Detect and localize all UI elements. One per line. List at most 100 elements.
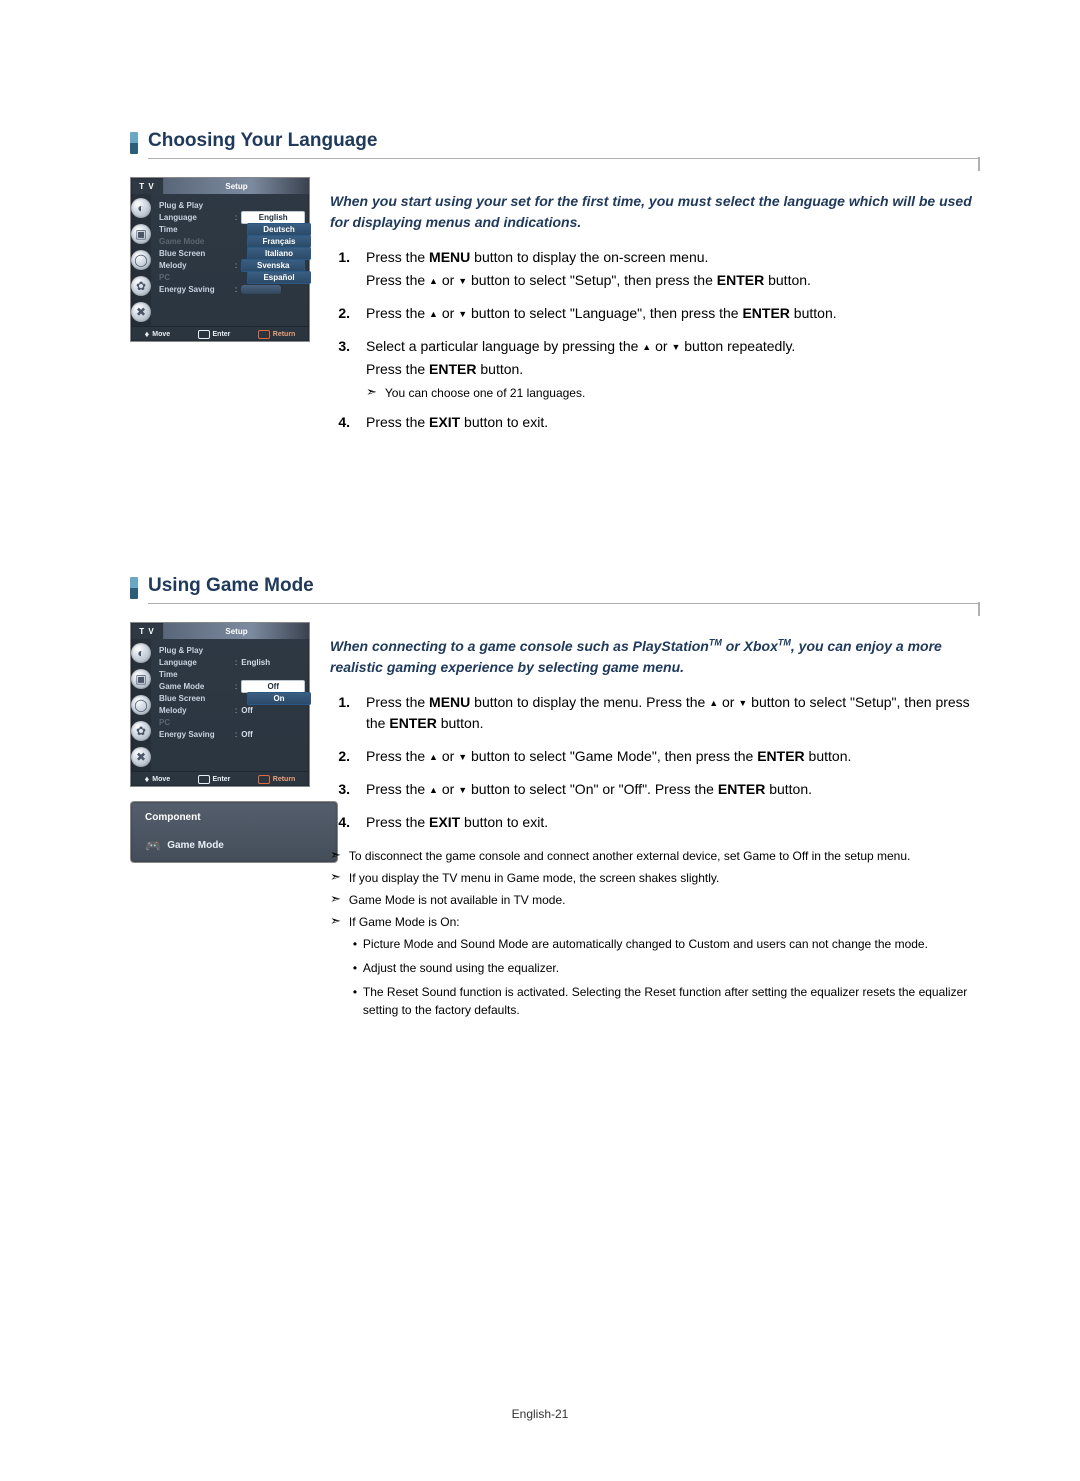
note: ➣ Game Mode is not available in TV mode. [330, 891, 980, 909]
setup-icon: ✿ [131, 276, 151, 296]
step-num: 4. [330, 812, 350, 835]
osd-banner: Setup [163, 623, 309, 639]
osd-footer: ♦Move Enter Return [131, 771, 309, 786]
heading-text: Using Game Mode [148, 575, 980, 597]
heading-accent-bar [130, 132, 138, 154]
section-rule [148, 603, 980, 604]
note: ➣ You can choose one of 21 languages. [366, 384, 980, 402]
steps-list: 1. Press the MENU button to display the … [330, 247, 980, 435]
input-icon: ✖ [131, 747, 151, 767]
note-arrow-icon: ➣ [330, 869, 341, 885]
osd-option: Deutsch [247, 223, 311, 236]
osd-option-selected: Off [241, 680, 305, 693]
osd-value: Off [241, 730, 311, 739]
gamepad-icon: 🎮 [145, 839, 161, 852]
return-key-icon [258, 330, 270, 339]
heading-accent-bar [130, 577, 138, 599]
manual-page: Choosing Your Language T V Setup ◐ ▣ ◯ ✿ [0, 0, 1080, 1481]
note: ➣ If you display the TV menu in Game mod… [330, 869, 980, 887]
move-icon: ♦ [145, 775, 150, 784]
section-heading-language: Choosing Your Language [130, 130, 980, 159]
step-num: 2. [330, 303, 350, 326]
osd-setup-language: T V Setup ◐ ▣ ◯ ✿ ✖ Plug & Play Language… [130, 177, 310, 342]
osd-item-dim: Game Mode [159, 237, 231, 246]
input-icon: ✖ [131, 302, 151, 322]
osd-item: Language [159, 213, 231, 222]
step-text: Press the ▲ or ▼ button to select "Game … [366, 746, 980, 767]
section-heading-gamemode: Using Game Mode [130, 575, 980, 604]
osd-tv-label: T V [131, 623, 163, 639]
step-text: Press the MENU button to display the on-… [366, 247, 980, 268]
osd-menu: Plug & Play Language:English Time Game M… [151, 639, 319, 771]
step-text: Press the EXIT button to exit. [366, 812, 980, 833]
bullet-item: Adjust the sound using the equalizer. [353, 959, 980, 977]
channel-icon: ◯ [131, 695, 151, 715]
osd-value: English [241, 658, 311, 667]
osd-option: Svenska [241, 259, 305, 272]
up-icon: ▲ [709, 697, 718, 711]
step-text: Press the ▲ or ▼ button to select "Langu… [366, 303, 980, 324]
enter-key-icon [198, 775, 210, 784]
osd-item-dim: PC [159, 718, 231, 727]
down-icon: ▼ [738, 697, 747, 711]
steps-list: 1. Press the MENU button to display the … [330, 692, 980, 835]
step-num: 3. [330, 336, 350, 402]
move-icon: ♦ [145, 330, 150, 339]
setup-icon: ✿ [131, 721, 151, 741]
osd-item: Language [159, 658, 231, 667]
osd-option: On [247, 692, 311, 705]
page-footer: English-21 [0, 1407, 1080, 1421]
down-icon: ▼ [458, 751, 467, 765]
osd-setup-gamemode: T V Setup ◐ ▣ ◯ ✿ ✖ Plug & Play Language… [130, 622, 310, 787]
osd-option: Italiano [247, 247, 311, 260]
up-icon: ▲ [642, 341, 651, 355]
step-num: 4. [330, 412, 350, 435]
intro-text: When connecting to a game console such a… [330, 636, 980, 678]
step-text: Press the MENU button to display the men… [366, 692, 980, 734]
osd-item: Blue Screen [159, 694, 231, 703]
component-card: Component 🎮 Game Mode [130, 801, 338, 863]
channel-icon: ◯ [131, 250, 151, 270]
heading-text: Choosing Your Language [148, 130, 980, 152]
up-icon: ▲ [429, 751, 438, 765]
note-arrow-icon: ➣ [330, 847, 341, 863]
down-icon: ▼ [458, 308, 467, 322]
osd-icon-rail: ◐ ▣ ◯ ✿ ✖ [131, 194, 151, 326]
step-text: Press the EXIT button to exit. [366, 412, 980, 433]
step-num: 2. [330, 746, 350, 769]
enter-key-icon [198, 330, 210, 339]
up-icon: ▲ [429, 784, 438, 798]
osd-option: Français [247, 235, 311, 248]
osd-value: Off [241, 706, 311, 715]
osd-item: Game Mode [159, 682, 231, 691]
section-body-language: T V Setup ◐ ▣ ◯ ✿ ✖ Plug & Play Language… [130, 177, 980, 445]
osd-item: Melody [159, 261, 231, 270]
step-num: 1. [330, 692, 350, 736]
sound-icon: ▣ [131, 669, 151, 689]
component-title: Component [145, 812, 323, 823]
osd-item: Blue Screen [159, 249, 231, 258]
osd-item: Time [159, 670, 231, 679]
note: ➣ If Game Mode is On: Picture Mode and S… [330, 913, 980, 1025]
step-text: Select a particular language by pressing… [366, 336, 980, 357]
section-rule [148, 158, 980, 159]
osd-item: Plug & Play [159, 646, 231, 655]
osd-item: Time [159, 225, 231, 234]
step-text: Press the ENTER button. [366, 359, 980, 380]
step-text: Press the ▲ or ▼ button to select "On" o… [366, 779, 980, 800]
osd-item: Plug & Play [159, 201, 231, 210]
up-icon: ▲ [429, 275, 438, 289]
osd-menu: Plug & Play Language:English TimeDeutsch… [151, 194, 319, 326]
bullet-item: Picture Mode and Sound Mode are automati… [353, 935, 980, 953]
step-num: 3. [330, 779, 350, 802]
section-body-gamemode: T V Setup ◐ ▣ ◯ ✿ ✖ Plug & Play Language… [130, 622, 980, 1025]
note-arrow-icon: ➣ [330, 891, 341, 907]
picture-icon: ◐ [131, 643, 151, 663]
osd-icon-rail: ◐ ▣ ◯ ✿ ✖ [131, 639, 151, 771]
note-arrow-icon: ➣ [366, 384, 377, 400]
note-arrow-icon: ➣ [330, 913, 341, 929]
intro-text: When you start using your set for the fi… [330, 191, 980, 233]
down-icon: ▼ [458, 784, 467, 798]
osd-item: Melody [159, 706, 231, 715]
bullet-item: The Reset Sound function is activated. S… [353, 983, 980, 1019]
